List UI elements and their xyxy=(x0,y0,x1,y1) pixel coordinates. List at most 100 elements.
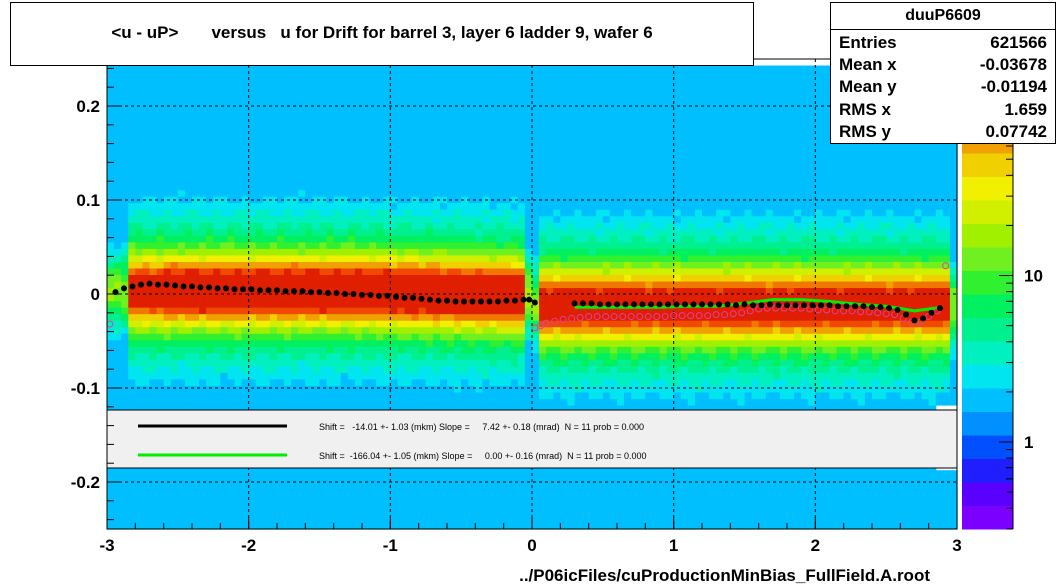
heatmap-cell xyxy=(248,280,257,289)
heatmap-cell xyxy=(432,470,441,478)
heatmap-cell xyxy=(362,137,370,145)
heatmap-cell xyxy=(482,274,491,282)
heatmap-cell xyxy=(142,85,151,93)
heatmap-cell xyxy=(284,98,292,106)
heatmap-cell xyxy=(553,287,561,295)
heatmap-cell xyxy=(503,313,512,321)
heatmap-cell xyxy=(156,320,165,328)
heatmap-cell xyxy=(510,313,519,321)
heatmap-cell xyxy=(156,137,165,145)
heatmap-cell xyxy=(524,130,533,138)
heatmap-cell xyxy=(454,404,462,413)
heatmap-cell xyxy=(354,72,363,80)
heatmap-cell xyxy=(496,189,505,197)
heatmap-cell xyxy=(418,124,427,132)
heatmap-cell xyxy=(567,130,576,138)
heatmap-cell xyxy=(213,320,221,328)
heatmap-cell xyxy=(298,189,306,197)
heatmap-cell xyxy=(524,515,533,524)
heatmap-cell xyxy=(291,78,299,86)
heatmap-cell xyxy=(121,522,129,530)
heatmap-cell xyxy=(546,241,554,249)
heatmap-cell xyxy=(255,111,264,119)
heatmap-cell xyxy=(517,104,526,112)
heatmap-cell xyxy=(496,209,505,217)
heatmap-cell xyxy=(447,222,455,230)
heatmap-cell xyxy=(425,124,434,132)
heatmap-cell xyxy=(560,326,569,334)
heatmap-cell xyxy=(121,398,129,406)
heatmap-cell xyxy=(319,359,328,367)
heatmap-cell xyxy=(503,130,512,138)
heatmap-cell xyxy=(397,515,406,524)
heatmap-cell xyxy=(362,378,370,386)
heatmap-cell xyxy=(184,522,193,530)
heatmap-cell xyxy=(142,346,151,354)
heatmap-cell xyxy=(312,346,321,354)
heatmap-cell xyxy=(192,294,200,302)
heatmap-cell xyxy=(347,313,356,321)
heatmap-cell xyxy=(482,502,491,511)
heatmap-cell xyxy=(517,156,526,165)
heatmap-cell xyxy=(574,287,583,295)
heatmap-cell xyxy=(602,398,611,406)
heatmap-cell xyxy=(312,509,321,517)
heatmap-cell xyxy=(177,241,186,249)
heatmap-cell xyxy=(539,522,547,530)
heatmap-cell xyxy=(539,248,547,256)
heatmap-cell xyxy=(206,72,214,80)
heatmap-cell xyxy=(496,385,505,393)
heatmap-cell xyxy=(574,91,583,99)
heatmap-cell xyxy=(376,326,384,334)
heatmap-cell xyxy=(192,104,200,112)
heatmap-cell xyxy=(532,365,540,373)
heatmap-cell xyxy=(206,470,214,478)
heatmap-cell xyxy=(135,483,144,491)
heatmap-cell xyxy=(390,189,399,197)
heatmap-cell xyxy=(390,470,399,478)
heatmap-cell xyxy=(546,137,554,145)
heatmap-cell xyxy=(213,189,221,197)
heatmap-cell xyxy=(489,72,498,80)
heatmap-cell xyxy=(227,385,236,393)
heatmap-cell xyxy=(510,117,519,125)
heatmap-cell xyxy=(567,91,576,99)
heatmap-cell xyxy=(284,72,292,80)
heatmap-cell xyxy=(461,111,469,119)
heatmap-cell xyxy=(468,378,476,386)
heatmap-cell xyxy=(581,150,590,158)
heatmap-cell xyxy=(496,196,505,204)
heatmap-cell xyxy=(163,300,172,308)
heatmap-cell xyxy=(234,91,243,99)
heatmap-cell xyxy=(192,307,200,315)
heatmap-cell xyxy=(156,483,165,491)
heatmap-cell xyxy=(192,196,200,204)
heatmap-cell xyxy=(340,65,349,73)
heatmap-cell xyxy=(574,202,583,210)
heatmap-cell xyxy=(439,274,448,282)
heatmap-cell xyxy=(340,352,349,360)
heatmap-cell xyxy=(588,307,597,315)
heatmap-cell xyxy=(475,150,484,158)
heatmap-cell xyxy=(524,496,533,504)
heatmap-cell xyxy=(468,196,476,204)
heatmap-cell xyxy=(227,313,236,321)
heatmap-cell xyxy=(390,326,399,334)
heatmap-cell xyxy=(135,117,144,125)
heatmap-cell xyxy=(312,176,321,184)
heatmap-cell xyxy=(461,117,469,125)
heatmap-cell xyxy=(192,496,200,504)
heatmap-cell xyxy=(255,228,264,236)
heatmap-cell xyxy=(553,111,561,119)
heatmap-cell xyxy=(447,294,455,302)
heatmap-cell xyxy=(432,365,441,373)
heatmap-cell xyxy=(524,280,533,289)
heatmap-cell xyxy=(574,509,583,517)
heatmap-cell xyxy=(277,98,285,106)
heatmap-cell xyxy=(184,274,193,282)
heatmap-cell xyxy=(177,72,186,80)
heatmap-cell xyxy=(128,313,136,321)
heatmap-cell xyxy=(432,515,441,524)
heatmap-cell xyxy=(156,496,165,504)
heatmap-cell xyxy=(560,137,569,145)
